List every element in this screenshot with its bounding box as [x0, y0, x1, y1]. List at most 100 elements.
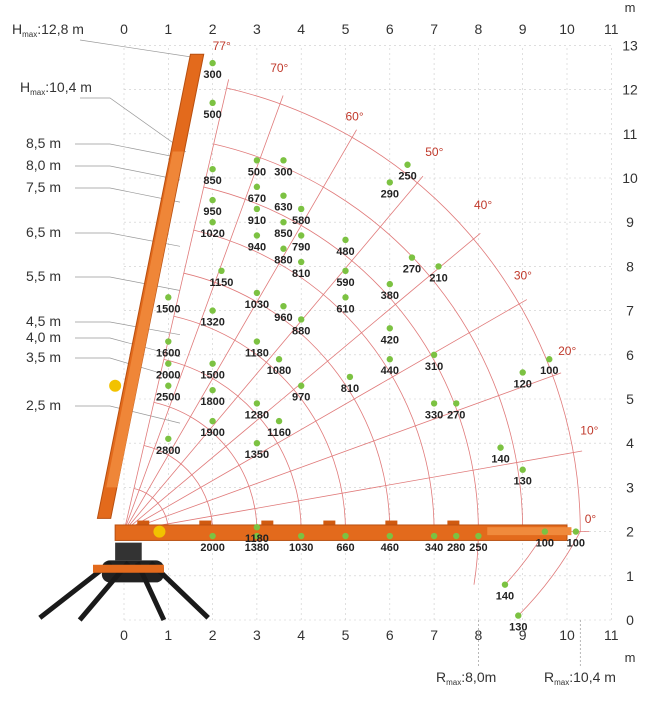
x-tick-top: 0: [120, 21, 128, 37]
height-leader: [75, 321, 181, 336]
capacity-point: [253, 157, 261, 164]
capacity-label: 1350: [245, 449, 269, 461]
capacity-point: [253, 400, 261, 407]
crane-machine: [38, 53, 572, 622]
x-tick-bottom: 3: [253, 627, 261, 643]
boom-detail: [199, 520, 212, 525]
capacity-label: 2500: [156, 392, 180, 404]
capacity-point: [253, 532, 261, 540]
capacity-label: 660: [336, 542, 354, 554]
capacity-point: [209, 417, 216, 425]
capacity-point: [386, 325, 393, 332]
height-label: 4,0 m: [26, 329, 61, 345]
hmax-leader: [80, 97, 187, 153]
boom-detail: [137, 520, 150, 525]
capacity-point: [165, 338, 172, 345]
capacity-point: [298, 532, 305, 540]
capacity-label: 940: [248, 241, 266, 253]
x-tick-top: 11: [604, 21, 619, 37]
x-tick-top: 7: [430, 21, 438, 37]
angle-ray: [123, 79, 230, 532]
capacity-point: [165, 435, 172, 442]
x-tick-bottom: 6: [386, 627, 394, 643]
capacity-point: [519, 369, 526, 376]
y-tick-right: 2: [626, 524, 634, 540]
capacity-point: [209, 59, 216, 67]
x-tick-top: 10: [559, 21, 575, 37]
capacity-point: [275, 417, 283, 425]
angle-ray: [123, 232, 481, 532]
capacity-label: 250: [398, 171, 416, 183]
x-tick-top: 5: [342, 21, 350, 37]
capacity-point: [280, 192, 287, 199]
angle-label: 77°: [213, 39, 231, 53]
capacity-label: 130: [509, 622, 527, 634]
capacity-point: [280, 302, 287, 310]
x-tick-bottom: 9: [519, 627, 527, 643]
capacity-label: 460: [381, 542, 399, 554]
capacity-label: 250: [469, 542, 487, 554]
capacity-point: [165, 294, 172, 301]
x-tick-top: 2: [209, 21, 217, 37]
capacity-label: 590: [336, 277, 354, 289]
capacity-label: 1180: [245, 533, 269, 545]
capacity-label: 340: [425, 542, 443, 554]
angle-rays: [123, 79, 590, 532]
radius-arcs: [133, 87, 581, 616]
y-tick-right: 13: [622, 37, 638, 53]
capacity-label: 1380: [245, 542, 269, 554]
capacity-label: 1280: [245, 409, 269, 421]
angle-label: 40°: [474, 198, 492, 212]
height-leader: [75, 357, 181, 380]
y-tick-right: 11: [623, 126, 638, 142]
unit-top: m: [625, 0, 636, 15]
capacity-point: [253, 338, 261, 345]
capacity-points: [165, 59, 580, 619]
capacity-point: [253, 289, 261, 297]
capacity-label: 480: [336, 246, 354, 258]
capacity-label: 1800: [200, 396, 224, 408]
capacity-label: 2800: [156, 445, 180, 457]
labels: 77° 70° 60° 50° 40° 30° 20° 10° 0° 8,5 m 8,0 m 7,5 …: [12, 21, 616, 687]
capacity-point: [501, 581, 509, 588]
capacity-point: [165, 360, 172, 367]
capacity-point: [453, 400, 460, 407]
x-tick-bottom: 1: [164, 627, 172, 643]
radius-arc: [153, 402, 258, 532]
capacity-label: 420: [381, 334, 399, 346]
height-label: 7,5 m: [26, 179, 61, 195]
x-tick-top: 9: [519, 21, 527, 37]
capacity-point: [515, 612, 522, 619]
capacity-point: [408, 254, 416, 261]
height-leader: [75, 187, 181, 203]
capacity-label: 300: [203, 69, 221, 81]
capacity-label: 610: [336, 303, 354, 315]
capacity-point: [209, 219, 216, 226]
fly-jib: [487, 527, 572, 536]
x-tick-bottom: 2: [209, 627, 217, 643]
capacity-point: [386, 532, 393, 540]
capacity-point: [298, 382, 305, 389]
capacity-point: [209, 360, 216, 367]
capacity-label: 790: [292, 241, 310, 253]
capacity-point: [209, 532, 216, 540]
capacity-label: 810: [292, 268, 310, 280]
capacity-label: 270: [447, 409, 465, 421]
x-tick-top: 1: [164, 21, 172, 37]
radius-arc: [143, 445, 213, 532]
y-tick-right: 0: [626, 612, 634, 628]
unit-bottom: m: [625, 650, 636, 665]
capacity-point: [342, 532, 349, 540]
radius-arc: [173, 315, 346, 532]
height-label: 6,5 m: [26, 224, 61, 240]
y-tick-right: 12: [622, 82, 638, 98]
y-tick-right: 8: [626, 258, 634, 274]
height-leader: [75, 143, 181, 159]
rmax-label: Rmax:8,0m: [436, 669, 496, 687]
height-label: 3,5 m: [26, 349, 61, 365]
radius-arc: [213, 143, 524, 532]
capacity-point: [298, 205, 305, 213]
radius-arc: [193, 229, 435, 532]
capacity-label: 1500: [156, 303, 180, 315]
